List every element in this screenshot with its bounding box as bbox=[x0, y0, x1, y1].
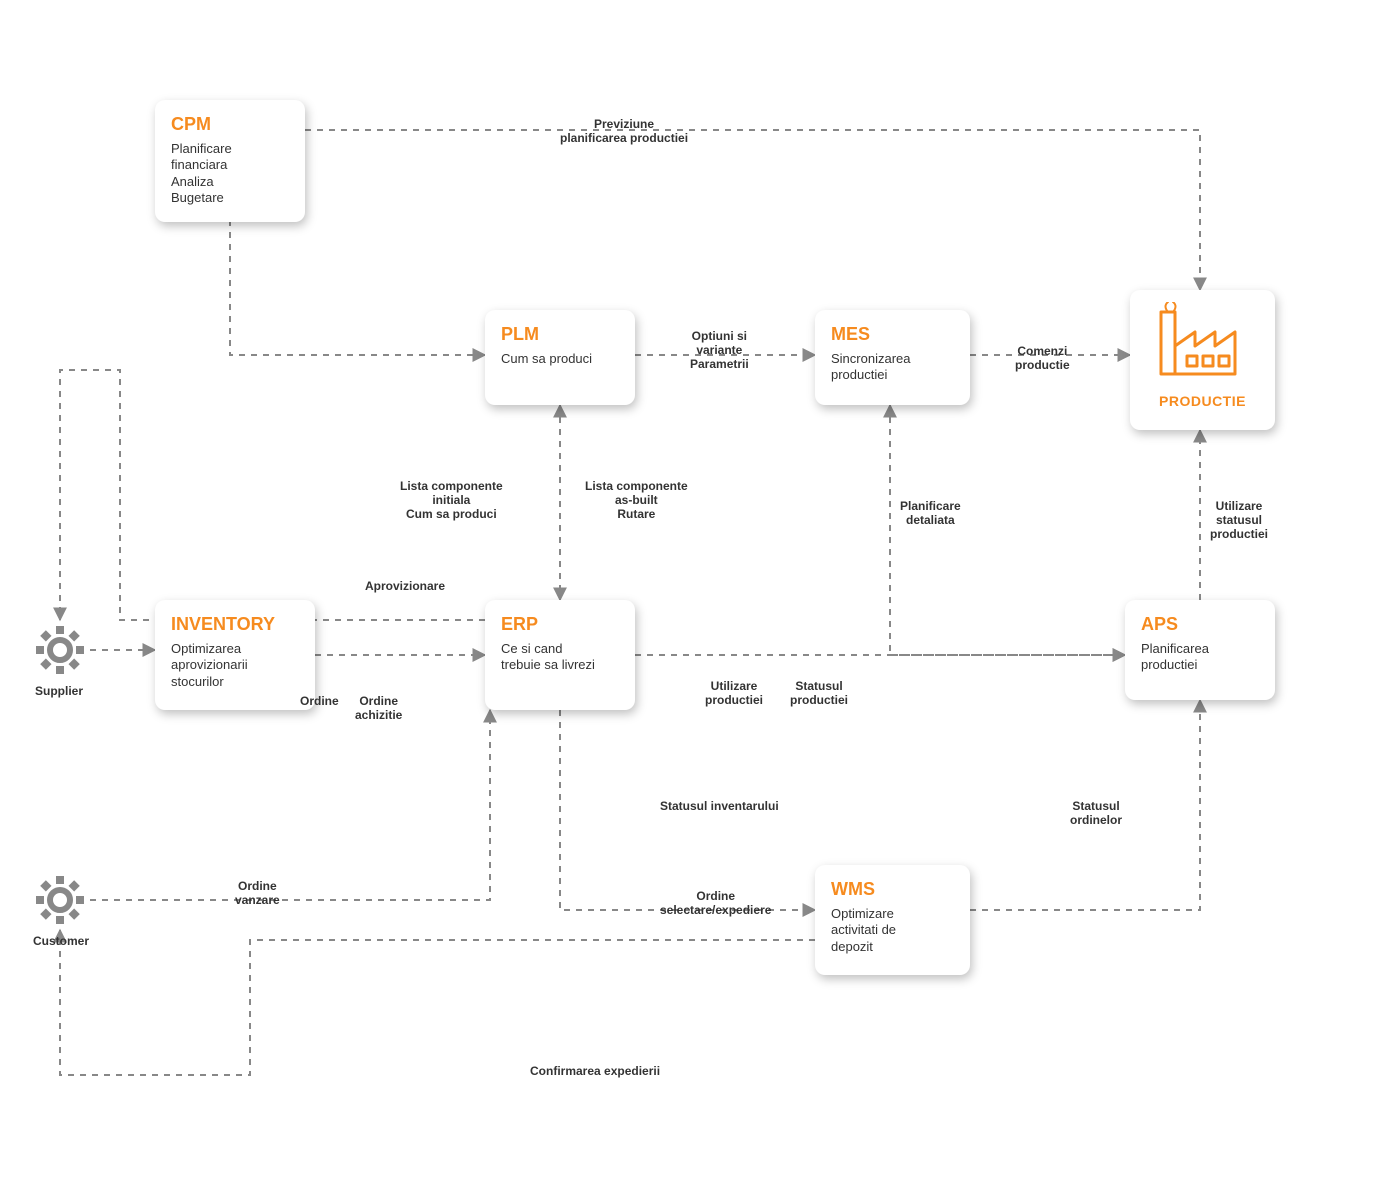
node-wms-title: WMS bbox=[831, 879, 954, 900]
node-plm: PLM Cum sa produci bbox=[485, 310, 635, 405]
edge-label-14: Ordine bbox=[300, 695, 339, 709]
edge-label-16: Confirmarea expedierii bbox=[530, 1065, 660, 1079]
customer-label: Customer bbox=[33, 935, 89, 948]
node-mes: MES Sincronizarea productiei bbox=[815, 310, 970, 405]
edge-label-2: Comenzi productie bbox=[1015, 345, 1070, 373]
node-inventory-title: INVENTORY bbox=[171, 614, 299, 635]
production-box: PRODUCTIE bbox=[1130, 290, 1275, 430]
edge-label-0: Previziune planificarea productiei bbox=[560, 118, 688, 146]
node-wms: WMS Optimizare activitati de depozit bbox=[815, 865, 970, 975]
supplier-label: Supplier bbox=[35, 685, 83, 698]
edge-wms-to-cust bbox=[60, 930, 815, 1075]
edge-cpm-to-erp bbox=[230, 220, 485, 355]
production-label: PRODUCTIE bbox=[1140, 393, 1265, 409]
node-erp-title: ERP bbox=[501, 614, 619, 635]
diagram-canvas: CPM Planificare financiara Analiza Buget… bbox=[0, 0, 1400, 1189]
edge-label-8: Utilizare productiei bbox=[705, 680, 763, 708]
edge-label-11: Ordine selectare/expediere bbox=[660, 890, 771, 918]
edge-cust-to-erp bbox=[90, 710, 490, 900]
edge-mes-aps-v bbox=[890, 405, 1125, 655]
edge-label-5: Planificare detaliata bbox=[900, 500, 961, 528]
edge-label-15: Ordine vanzare bbox=[235, 880, 280, 908]
node-erp: ERP Ce si cand trebuie sa livrezi bbox=[485, 600, 635, 710]
node-cpm: CPM Planificare financiara Analiza Buget… bbox=[155, 100, 305, 222]
node-inventory-desc: Optimizarea aprovizionarii stocurilor bbox=[171, 641, 299, 690]
node-aps: APS Planificarea productiei bbox=[1125, 600, 1275, 700]
customer-gear-icon bbox=[30, 870, 90, 930]
node-plm-desc: Cum sa produci bbox=[501, 351, 619, 367]
edge-label-4: Lista componente as-built Rutare bbox=[585, 480, 688, 521]
node-mes-title: MES bbox=[831, 324, 954, 345]
edge-label-7: Aprovizionare bbox=[365, 580, 445, 594]
node-erp-desc: Ce si cand trebuie sa livrezi bbox=[501, 641, 619, 674]
edge-label-10: Statusul inventarului bbox=[660, 800, 779, 814]
factory-icon bbox=[1153, 302, 1253, 382]
node-aps-desc: Planificarea productiei bbox=[1141, 641, 1259, 674]
node-wms-desc: Optimizare activitati de depozit bbox=[831, 906, 954, 955]
edge-label-13: Statusul ordinelor bbox=[1070, 800, 1122, 828]
node-cpm-title: CPM bbox=[171, 114, 289, 135]
node-aps-title: APS bbox=[1141, 614, 1259, 635]
node-plm-title: PLM bbox=[501, 324, 619, 345]
edge-label-6: Utilizare statusul productiei bbox=[1210, 500, 1268, 541]
supplier-gear-icon bbox=[30, 620, 90, 680]
node-inventory: INVENTORY Optimizarea aprovizionarii sto… bbox=[155, 600, 315, 710]
edge-cpm-top-right bbox=[305, 130, 1200, 290]
node-mes-desc: Sincronizarea productiei bbox=[831, 351, 954, 384]
node-cpm-desc: Planificare financiara Analiza Bugetare bbox=[171, 141, 289, 206]
edge-label-3: Lista componente initiala Cum sa produci bbox=[400, 480, 503, 521]
edge-label-1: Optiuni si variante Parametrii bbox=[690, 330, 749, 371]
edge-label-12: Ordine achizitie bbox=[355, 695, 402, 723]
edge-label-9: Statusul productiei bbox=[790, 680, 848, 708]
